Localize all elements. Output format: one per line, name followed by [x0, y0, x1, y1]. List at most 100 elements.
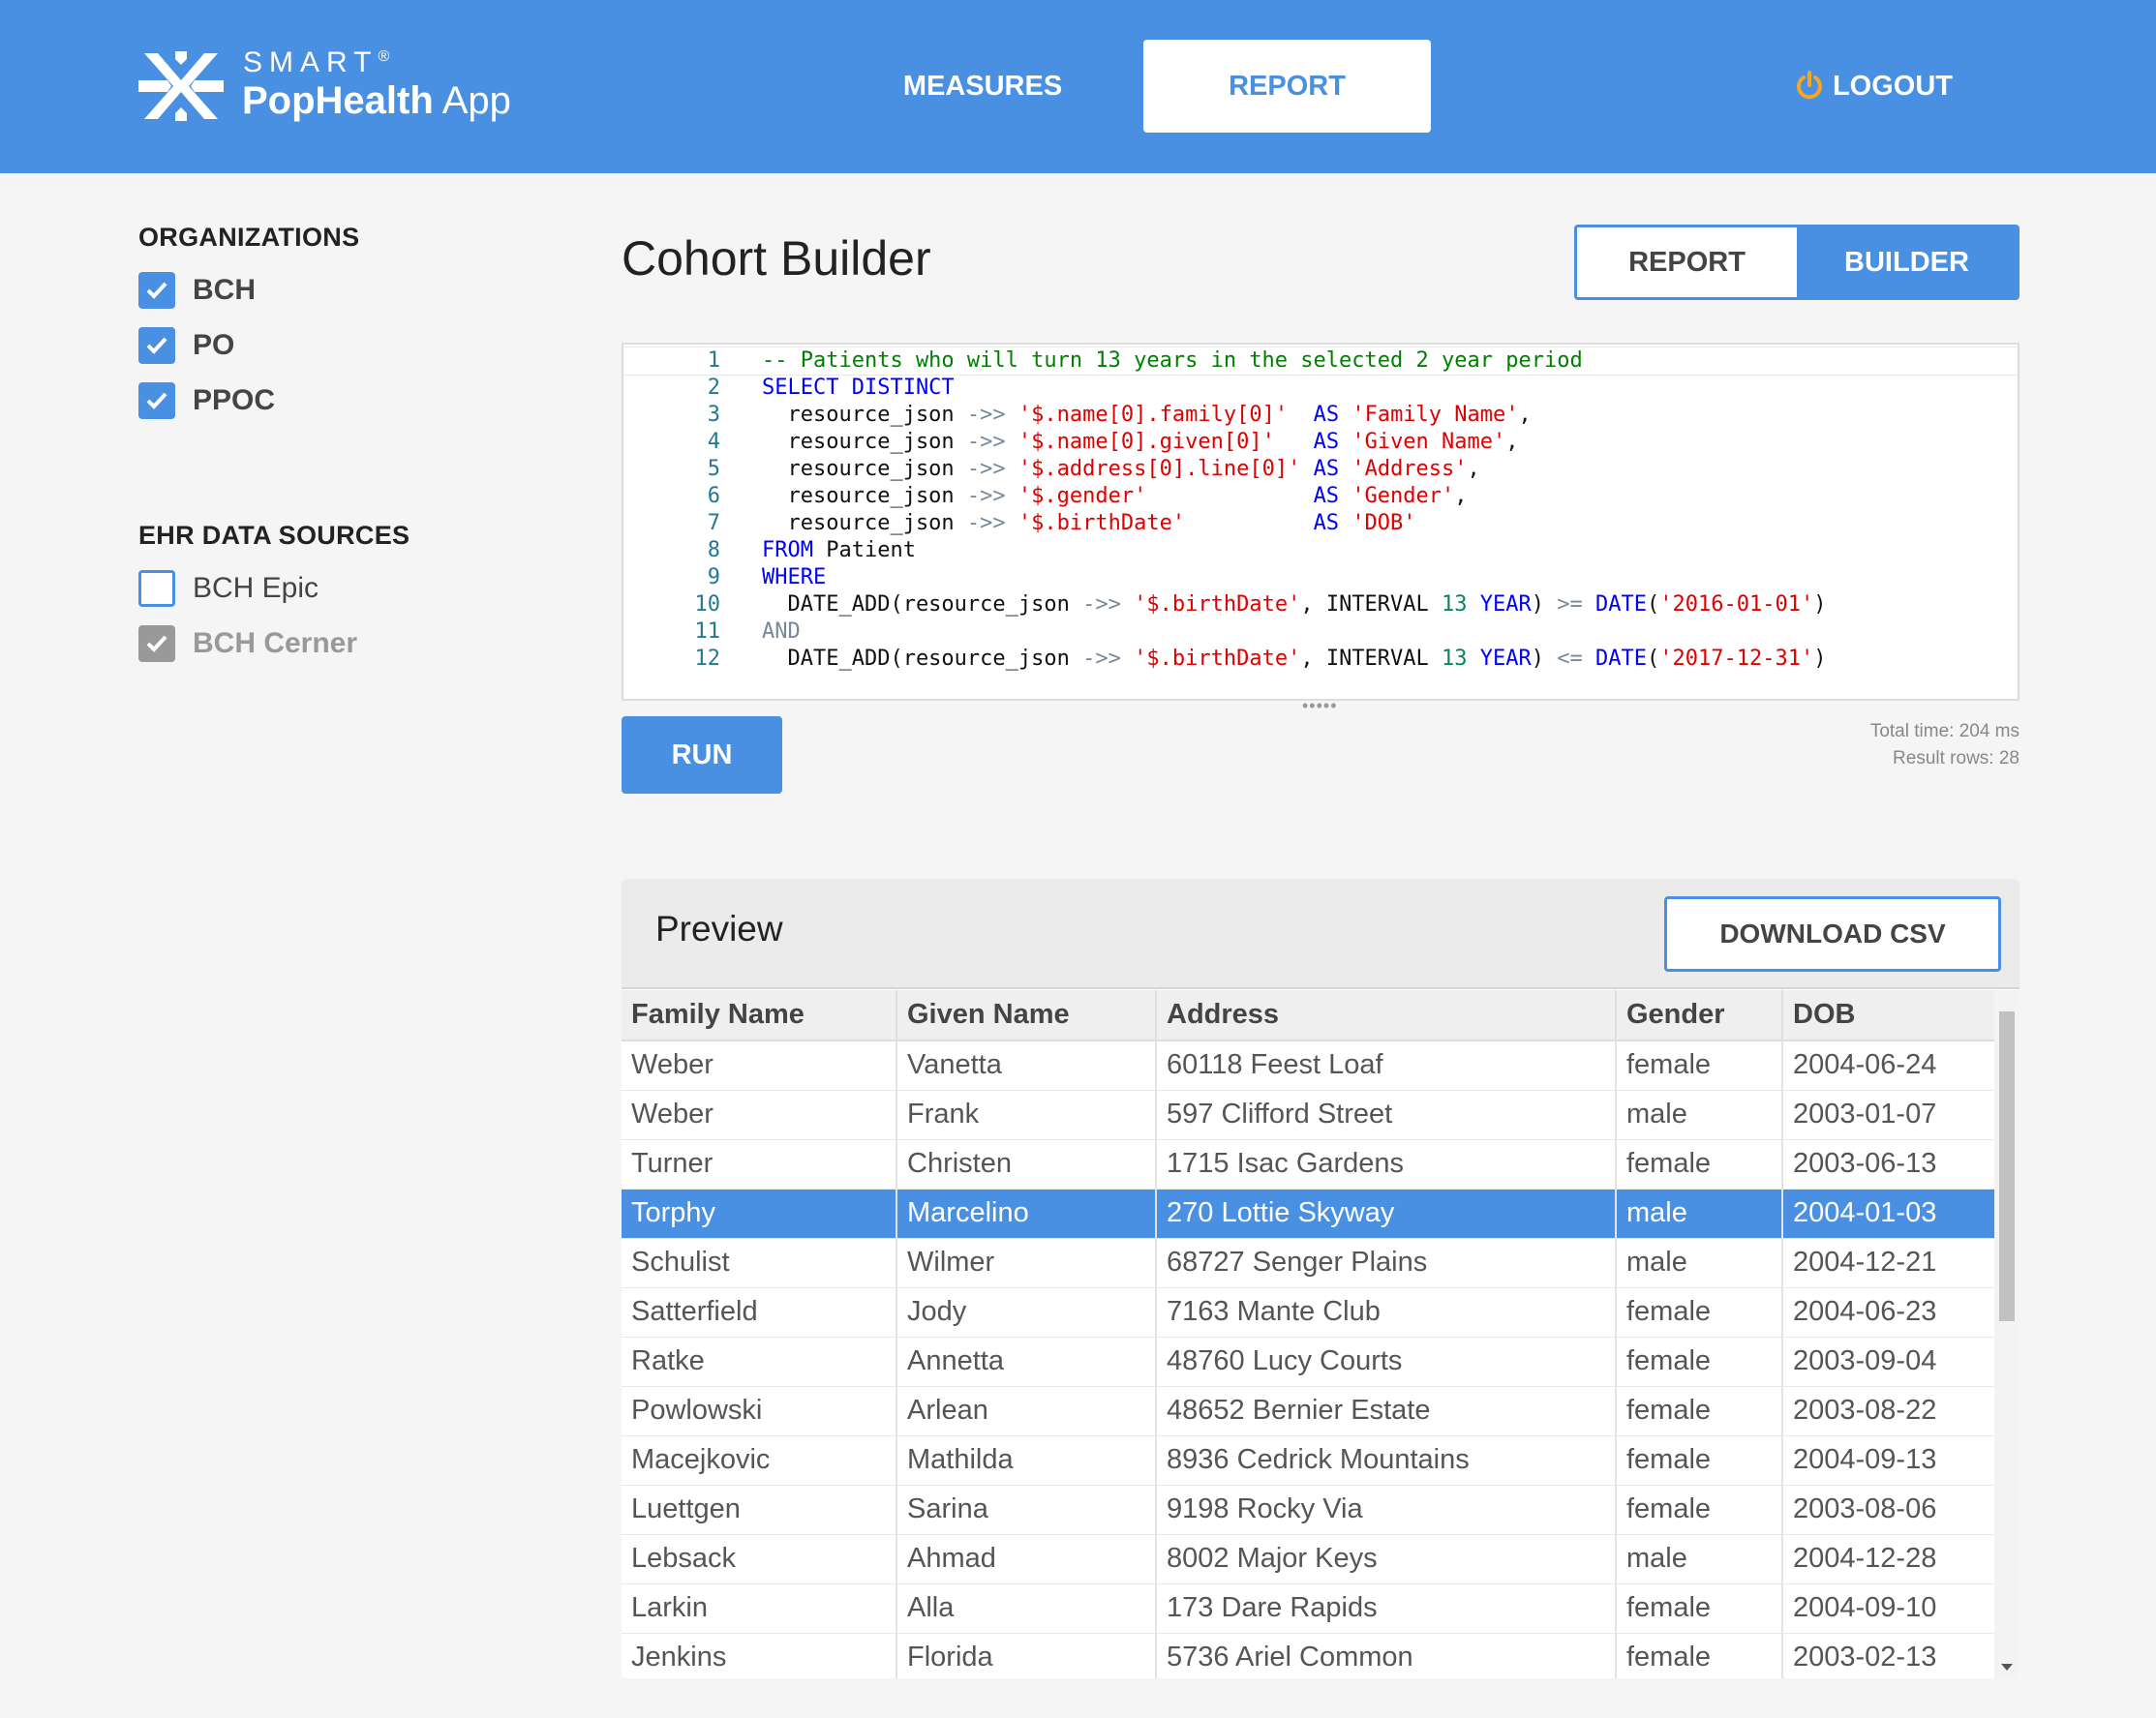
- table-row[interactable]: Ratke Annetta 48760 Lucy Courts female 2003-…: [622, 1337, 1994, 1387]
- table-row[interactable]: Lebsack Ahmad 8002 Major Keys male 2004-12-2…: [622, 1534, 1994, 1584]
- code-text: DATE_ADD(resource_json ->> '$.birthDate'…: [762, 592, 1827, 617]
- table-cell: female: [1616, 1583, 1783, 1634]
- table-header-row: Family Name Given Name Address Gender DO…: [622, 990, 1994, 1041]
- code-text: resource_json ->> '$.name[0].family[0]' …: [762, 403, 1532, 427]
- table-row[interactable]: Torphy Marcelino 270 Lottie Skyway male 2004…: [622, 1189, 1994, 1239]
- table-row[interactable]: Powlowski Arlean 48652 Bernier Estate femal…: [622, 1386, 1994, 1436]
- ehr-checkbox-bch-cerner: BCH Cerner: [138, 616, 526, 671]
- table-cell: 2003-08-22: [1782, 1386, 1994, 1436]
- nav-measures[interactable]: MEASURES: [902, 71, 1063, 102]
- table-cell: 7163 Mante Club: [1156, 1287, 1617, 1338]
- table-row[interactable]: Jenkins Florida 5736 Ariel Common female 200…: [622, 1633, 1994, 1678]
- table-cell: 60118 Feest Loaf: [1156, 1040, 1617, 1091]
- org-checkbox-bch[interactable]: BCH: [138, 262, 526, 317]
- table-body: Weber Vanetta 60118 Feest Loaf female 2004-0…: [622, 1040, 1994, 1678]
- table-cell: 2004-06-24: [1782, 1040, 1994, 1091]
- run-button[interactable]: RUN: [622, 716, 782, 794]
- editor-line: 7 resource_json ->> '$.birthDate' AS 'DO…: [623, 510, 2018, 537]
- table-cell: 2003-06-13: [1782, 1139, 1994, 1190]
- editor-line: 1 -- Patients who will turn 13 years in t…: [623, 347, 2018, 376]
- app-logo[interactable]: SMART® PopHealth App: [138, 46, 526, 130]
- table-cell: Turner: [622, 1139, 897, 1190]
- editor-line: 10 DATE_ADD(resource_json ->> '$.birthDa…: [623, 591, 2018, 618]
- table-row[interactable]: Turner Christen 1715 Isac Gardens female 200…: [622, 1139, 1994, 1190]
- org-checkbox-po[interactable]: PO: [138, 317, 526, 373]
- table-cell: 8936 Cedrick Mountains: [1156, 1435, 1617, 1486]
- table-cell: 2003-09-04: [1782, 1337, 1994, 1387]
- table-cell: 2004-09-10: [1782, 1583, 1994, 1634]
- table-row[interactable]: Weber Frank 597 Clifford Street male 2003-01…: [622, 1090, 1994, 1140]
- table-cell: 5736 Ariel Common: [1156, 1633, 1617, 1678]
- table-cell: Lebsack: [622, 1534, 897, 1584]
- download-csv-button[interactable]: DOWNLOAD CSV: [1664, 896, 2001, 972]
- table-cell: Larkin: [622, 1583, 897, 1634]
- table-row[interactable]: Luettgen Sarina 9198 Rocky Via female 2003-0…: [622, 1485, 1994, 1535]
- checkbox-unchecked-icon[interactable]: [138, 569, 175, 607]
- editor-line: 2 SELECT DISTINCT: [623, 375, 2018, 402]
- table-cell: Ratke: [622, 1337, 897, 1387]
- column-header[interactable]: DOB: [1782, 990, 1994, 1041]
- organizations-heading: ORGANIZATIONS: [138, 223, 360, 252]
- table-cell: 173 Dare Rapids: [1156, 1583, 1617, 1634]
- table-cell: Vanetta: [896, 1040, 1157, 1091]
- line-number: 9: [707, 565, 720, 589]
- checkbox-checked-icon[interactable]: [138, 271, 175, 309]
- table-cell: Macejkovic: [622, 1435, 897, 1486]
- toggle-report-button[interactable]: REPORT: [1577, 227, 1797, 297]
- logo-app-text: PopHealth App: [242, 79, 511, 122]
- page-title: Cohort Builder: [622, 231, 931, 286]
- table-row[interactable]: Larkin Alla 173 Dare Rapids female 2004-09-1…: [622, 1583, 1994, 1634]
- table-cell: 48760 Lucy Courts: [1156, 1337, 1617, 1387]
- code-text: SELECT DISTINCT: [762, 376, 955, 400]
- table-cell: Schulist: [622, 1238, 897, 1288]
- table-cell: female: [1616, 1633, 1783, 1678]
- preview-title: Preview: [655, 909, 783, 949]
- line-number: 4: [707, 430, 720, 454]
- table-cell: Powlowski: [622, 1386, 897, 1436]
- logout-label: LOGOUT: [1832, 70, 1954, 102]
- results-table: Family Name Given Name Address Gender DO…: [622, 990, 1994, 1678]
- table-cell: female: [1616, 1287, 1783, 1338]
- line-number: 12: [694, 647, 721, 671]
- checkbox-checked-icon[interactable]: [138, 381, 175, 419]
- code-text: DATE_ADD(resource_json ->> '$.birthDate'…: [762, 647, 1827, 671]
- table-row[interactable]: Schulist Wilmer 68727 Senger Plains male 200…: [622, 1238, 1994, 1288]
- editor-line: 11 AND: [623, 618, 2018, 646]
- table-cell: Weber: [622, 1040, 897, 1091]
- column-header[interactable]: Family Name: [622, 990, 897, 1041]
- table-cell: Frank: [896, 1090, 1157, 1140]
- table-cell: female: [1616, 1485, 1783, 1535]
- toggle-builder-button[interactable]: BUILDER: [1797, 227, 2017, 297]
- table-scrollbar[interactable]: [1994, 990, 2019, 1678]
- table-row[interactable]: Satterfield Jody 7163 Mante Club female 2004…: [622, 1287, 1994, 1338]
- org-checkbox-ppoc[interactable]: PPOC: [138, 373, 526, 428]
- line-number: 7: [707, 511, 720, 535]
- table-cell: Arlean: [896, 1386, 1157, 1436]
- ehr-label: BCH Cerner: [193, 626, 358, 659]
- preview-panel: Preview DOWNLOAD CSV Family Name Given N…: [622, 879, 2019, 1678]
- table-cell: 2003-01-07: [1782, 1090, 1994, 1140]
- table-cell: Weber: [622, 1090, 897, 1140]
- line-number: 11: [694, 619, 721, 644]
- editor-resize-handle[interactable]: •••••: [1302, 696, 1338, 715]
- table-cell: female: [1616, 1435, 1783, 1486]
- app-header: SMART® PopHealth App MEASURES REPORT LOG…: [0, 0, 2156, 173]
- column-header[interactable]: Given Name: [896, 990, 1157, 1041]
- sql-editor[interactable]: 1 -- Patients who will turn 13 years in t…: [622, 343, 2019, 701]
- org-label: BCH: [193, 273, 256, 306]
- table-cell: Mathilda: [896, 1435, 1157, 1486]
- scrollbar-thumb[interactable]: [1999, 1011, 2015, 1321]
- column-header[interactable]: Gender: [1616, 990, 1783, 1041]
- table-row[interactable]: Weber Vanetta 60118 Feest Loaf female 2004-0…: [622, 1040, 1994, 1091]
- column-header[interactable]: Address: [1156, 990, 1617, 1041]
- nav-report[interactable]: REPORT: [1143, 40, 1431, 133]
- table-cell: Sarina: [896, 1485, 1157, 1535]
- code-text: WHERE: [762, 565, 827, 589]
- checkbox-checked-icon[interactable]: [138, 326, 175, 364]
- logout-button[interactable]: LOGOUT: [1776, 40, 1970, 133]
- table-cell: 597 Clifford Street: [1156, 1090, 1617, 1140]
- table-row[interactable]: Macejkovic Mathilda 8936 Cedrick Mountains…: [622, 1435, 1994, 1486]
- ehr-checkbox-bch-epic[interactable]: BCH Epic: [138, 560, 526, 616]
- scroll-down-arrow-icon[interactable]: [2001, 1664, 2013, 1671]
- table-cell: male: [1616, 1090, 1783, 1140]
